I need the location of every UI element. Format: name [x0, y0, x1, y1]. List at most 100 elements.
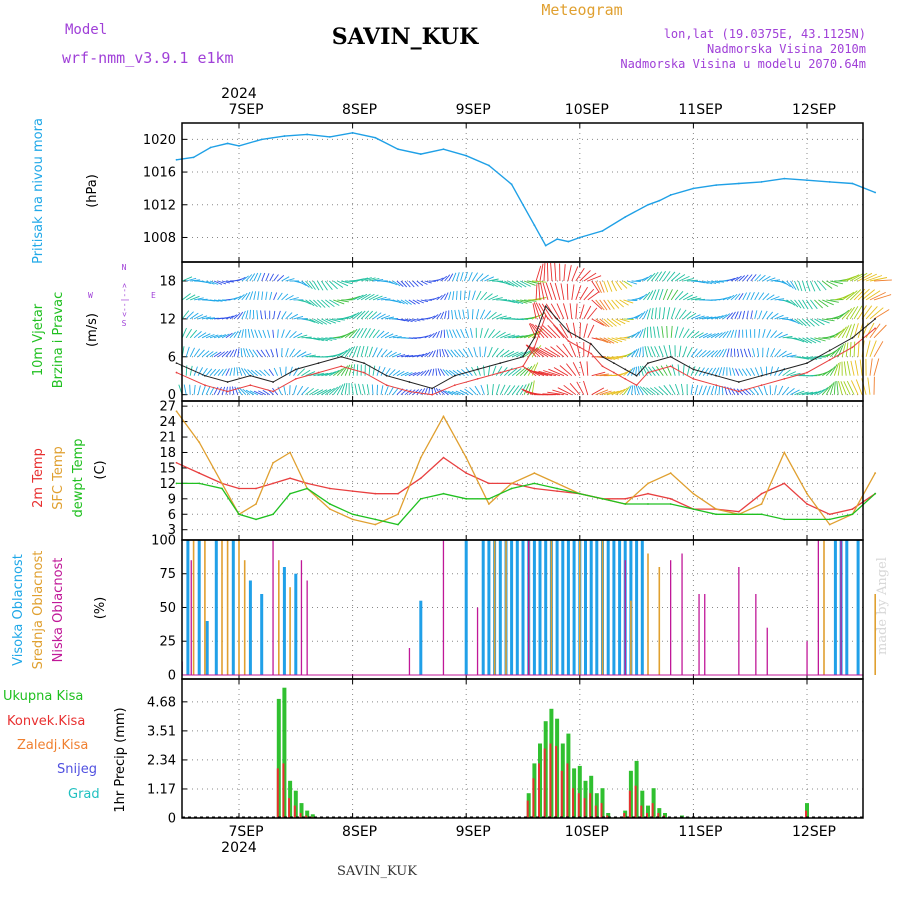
temp-series-1-point	[419, 456, 422, 459]
wind-arrow	[213, 334, 223, 339]
wind-arrow	[762, 275, 771, 282]
wind-arrow	[440, 293, 446, 301]
wind-arrow	[770, 313, 779, 320]
wind-arrow	[523, 383, 530, 395]
precip-convective-bar	[549, 743, 552, 818]
wind-arrow	[190, 279, 201, 282]
wind-arrow	[539, 347, 557, 358]
wind-arrow	[556, 303, 565, 320]
wind-arrow	[619, 318, 630, 323]
wind-arrow	[690, 384, 694, 395]
wind-arrow	[301, 386, 309, 396]
sfctemp-title: SFC Temp	[51, 446, 66, 510]
wind-arrow	[566, 363, 577, 376]
wind-arrow	[829, 382, 835, 395]
pressure-unit: (hPa)	[85, 174, 100, 208]
wind-arrow	[205, 386, 211, 395]
wind-speed-line-point	[522, 355, 524, 358]
wind-arrow	[644, 366, 652, 376]
pressure-line-point	[351, 131, 354, 134]
precip-total-bar	[577, 765, 582, 818]
wind-arrow	[416, 299, 424, 304]
precip-convective-bar	[555, 746, 558, 818]
wind-arrow	[512, 299, 524, 305]
wind-arrow	[769, 385, 772, 395]
wind-arrow	[873, 309, 890, 320]
wind-arrow	[714, 280, 725, 283]
wind-speed-line-point	[226, 381, 229, 383]
wind-gust-line-point	[499, 371, 502, 374]
wind-arrow	[524, 299, 537, 302]
wind-arrow	[865, 275, 883, 282]
wind-arrow	[487, 346, 493, 357]
wind-arrow	[388, 351, 397, 358]
wind-arrow	[754, 367, 760, 376]
x-day-label-top: 8SEP	[342, 102, 377, 118]
temp-series-1-point	[255, 503, 257, 505]
wind-arrow	[674, 308, 681, 320]
wind-arrow	[841, 291, 855, 301]
wind-arrow	[619, 370, 630, 377]
wind-arrow	[503, 384, 511, 395]
precip-convective-bar	[594, 805, 597, 818]
temp-series-1-point	[533, 472, 536, 474]
wind-arrow	[362, 383, 366, 395]
wind-arrow	[281, 311, 287, 320]
wind-arrow	[432, 368, 435, 376]
temp-series-2-point	[255, 518, 257, 521]
wind-arrow	[631, 348, 638, 358]
wind-arrow	[256, 310, 259, 319]
temp-series-2-point	[737, 513, 740, 516]
wind-arrow	[710, 280, 721, 284]
wind-arrow	[714, 315, 724, 320]
wind-arrow	[654, 346, 660, 357]
wind-gust-line-point	[828, 359, 831, 361]
wind-arrow	[416, 318, 425, 321]
wind-arrow	[849, 289, 862, 301]
wind-arrow	[349, 295, 361, 301]
wind-arrow	[642, 309, 649, 320]
temp2m-title: 2m Temp	[31, 448, 46, 508]
wind-arrow	[400, 354, 410, 358]
wind-arrow	[372, 279, 384, 282]
wind-arrow	[674, 326, 679, 338]
wind-arrow	[679, 275, 690, 282]
wind-arrow	[388, 280, 398, 286]
wind-arrow	[313, 389, 324, 396]
wind-gust-line-point	[612, 371, 615, 374]
wind-arrow	[269, 273, 274, 282]
temp-series-1-point	[647, 482, 649, 485]
wind-arrow	[794, 390, 805, 396]
wind-arrow	[814, 299, 824, 309]
pressure-line-point	[209, 146, 212, 149]
wind-arrow	[225, 280, 234, 283]
wind-arrow	[810, 318, 820, 327]
precip-convective-bar	[634, 785, 637, 818]
wind-arrow	[650, 346, 656, 357]
wind-arrow	[186, 277, 197, 282]
wind-arrow	[283, 385, 287, 395]
wind-arrow	[849, 323, 856, 338]
wind-arrow	[535, 284, 538, 300]
wind-arrow	[611, 280, 618, 292]
wind-arrow	[273, 292, 278, 301]
wind-arrow	[309, 318, 320, 325]
wind-arrow	[333, 351, 345, 358]
wind-arrow	[637, 385, 644, 395]
wind-arrow	[635, 295, 644, 301]
wind-arrow	[364, 346, 369, 357]
wind-arrow	[542, 282, 549, 301]
wind-arrow	[742, 292, 747, 301]
high-cloud-bar	[481, 540, 485, 675]
wind-arrow	[491, 365, 497, 376]
year-top: 2024	[221, 86, 257, 102]
wind-arrow	[333, 299, 345, 305]
wind-arrow	[782, 336, 793, 339]
wind-arrow	[869, 291, 886, 301]
temp-unit: (C)	[93, 460, 108, 479]
wind-arrow	[730, 329, 735, 338]
wind-arrow	[190, 295, 200, 301]
wind-arrow	[317, 299, 326, 308]
wind-arrow	[241, 275, 249, 282]
wind-arrow	[786, 299, 796, 306]
